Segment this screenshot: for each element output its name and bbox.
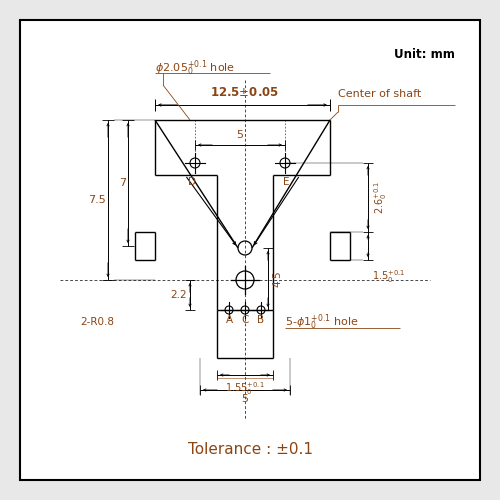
Text: 5-$\phi$1$^{+0.1}_{0}$ hole: 5-$\phi$1$^{+0.1}_{0}$ hole: [285, 312, 358, 332]
Text: 1.5$^{+0.1}_{0}$: 1.5$^{+0.1}_{0}$: [372, 268, 406, 285]
Text: 2.6$^{+0.1}_{0}$: 2.6$^{+0.1}_{0}$: [372, 181, 389, 214]
Text: B: B: [258, 315, 264, 325]
Text: A: A: [226, 315, 232, 325]
Text: E: E: [283, 177, 289, 187]
Text: 2-R0.8: 2-R0.8: [80, 317, 114, 327]
Text: Center of shaft: Center of shaft: [338, 89, 421, 99]
Text: Tolerance : ±0.1: Tolerance : ±0.1: [188, 442, 312, 458]
Text: 1.55$^{+0.1}_{0}$: 1.55$^{+0.1}_{0}$: [225, 380, 265, 397]
Text: 2.2: 2.2: [170, 290, 187, 300]
Text: 5: 5: [236, 130, 244, 140]
Text: 7: 7: [119, 178, 126, 188]
Text: 12.5$\pm$0.05: 12.5$\pm$0.05: [210, 86, 280, 99]
Text: 4.5: 4.5: [272, 270, 282, 287]
Text: Unit: mm: Unit: mm: [394, 48, 455, 61]
Text: 7.5: 7.5: [88, 195, 106, 205]
Text: 5: 5: [242, 394, 248, 404]
Text: $\phi$2.05$^{+0.1}_{0}$ hole: $\phi$2.05$^{+0.1}_{0}$ hole: [155, 58, 235, 78]
Text: C: C: [242, 315, 248, 325]
Text: D: D: [188, 177, 196, 187]
